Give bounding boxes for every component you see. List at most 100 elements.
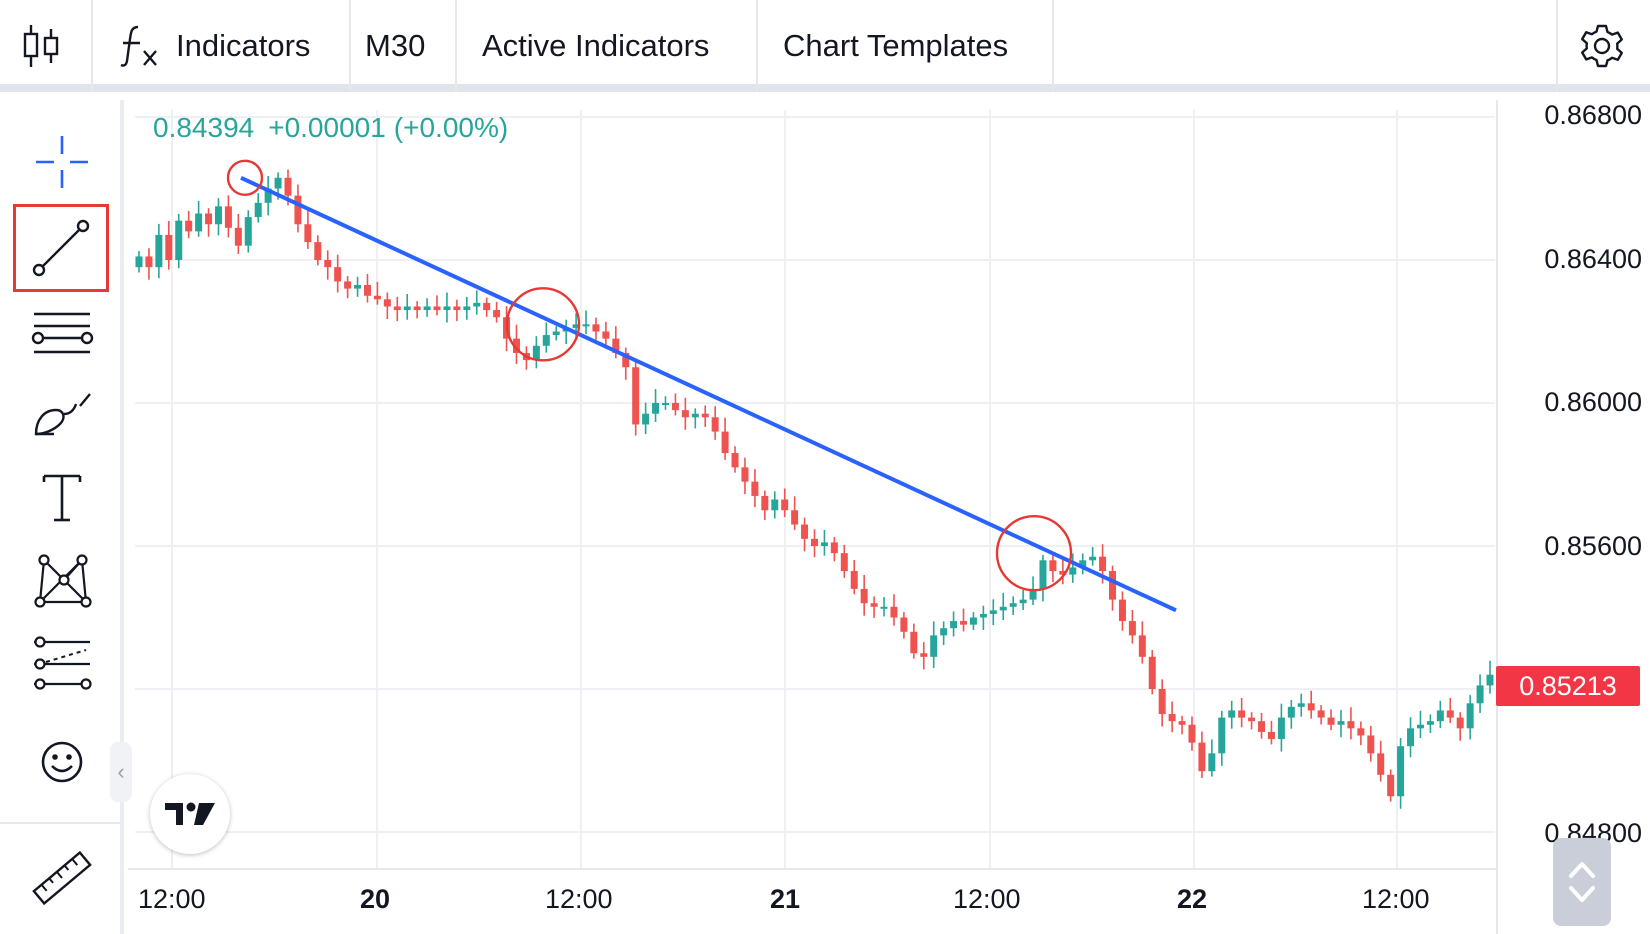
- candle-body: [532, 345, 540, 361]
- candle-body: [1476, 685, 1484, 704]
- lines-icon: [31, 312, 94, 354]
- candle-body: [1347, 721, 1355, 729]
- candle-body: [1416, 724, 1424, 729]
- candle-body: [1228, 710, 1236, 718]
- candle-body: [542, 335, 550, 346]
- candle-body: [483, 302, 491, 311]
- candle-body: [334, 267, 342, 282]
- top-toolbar: Indicators M30 Active Indicators Chart T…: [0, 0, 1650, 92]
- time-axis-label: 12:00: [138, 884, 206, 914]
- candle-body: [671, 403, 679, 411]
- crosshair-tool[interactable]: [14, 122, 110, 202]
- last-price-label: 0.85213: [1496, 666, 1640, 706]
- indicators-button[interactable]: Indicators: [118, 0, 348, 92]
- candle-body: [1238, 710, 1246, 718]
- candle-body: [1029, 588, 1037, 600]
- candle-body: [1367, 735, 1375, 754]
- candle-body: [602, 331, 610, 339]
- candle-body: [175, 220, 183, 260]
- price-legend: 0.84394 +0.00001 (+0.00%): [153, 112, 522, 144]
- candle-body: [1387, 774, 1395, 797]
- candle-body: [1109, 571, 1117, 600]
- text-icon: [42, 474, 82, 522]
- measure-tool[interactable]: [14, 838, 110, 918]
- candle-body: [1436, 710, 1444, 722]
- candle-body: [165, 234, 173, 260]
- candle-body: [910, 631, 918, 654]
- text-tool[interactable]: [14, 458, 110, 538]
- candle-body: [1079, 560, 1087, 568]
- smiley-icon: [41, 741, 83, 783]
- candle-body: [1307, 703, 1315, 711]
- candle-body: [314, 242, 322, 260]
- candle-body: [1049, 560, 1057, 572]
- candle-body: [145, 256, 153, 268]
- candle-body: [582, 324, 590, 327]
- candle-body: [234, 227, 242, 246]
- candle-body: [1287, 706, 1295, 718]
- gear-icon: [1581, 24, 1623, 68]
- legend-change: +0.00001: [268, 112, 386, 143]
- chart-style-button[interactable]: [22, 0, 92, 92]
- candle-body: [691, 413, 699, 418]
- collapse-toolbar-button[interactable]: ‹: [110, 742, 132, 802]
- legend-change-pct: (+0.00%): [393, 112, 509, 143]
- candle-body: [383, 299, 391, 307]
- candle-body: [1188, 724, 1196, 743]
- brush-tool[interactable]: [14, 374, 110, 454]
- candle-body: [721, 431, 729, 454]
- candle-body: [1208, 753, 1216, 772]
- toolbar-divider: [349, 0, 351, 92]
- candle-body: [1009, 603, 1017, 607]
- touch-marker-circle: [226, 159, 264, 196]
- candle-body: [979, 613, 987, 618]
- candle-body: [920, 653, 928, 657]
- chevron-up-icon: [1569, 862, 1595, 878]
- trend-line-tool[interactable]: [13, 204, 109, 292]
- candle-body: [1377, 753, 1385, 775]
- price-axis-label: 0.85600: [1544, 531, 1642, 561]
- toolbar-divider: [455, 0, 457, 92]
- chart-templates-button[interactable]: Chart Templates: [783, 0, 1008, 92]
- candle-body: [1138, 635, 1146, 657]
- tradingview-logo[interactable]: [150, 774, 230, 854]
- active-indicators-button[interactable]: Active Indicators: [482, 0, 709, 92]
- candle-body: [820, 542, 828, 546]
- trend-line-icon: [32, 219, 90, 277]
- candle-body: [205, 213, 213, 225]
- brush-icon: [34, 393, 91, 436]
- candle-body: [373, 295, 381, 300]
- candle-body: [950, 621, 958, 629]
- candle-body: [612, 338, 620, 353]
- tv-logo-icon: [165, 802, 215, 825]
- prediction-tool[interactable]: [14, 622, 110, 702]
- candle-body: [1168, 714, 1176, 722]
- interval-button[interactable]: M30: [365, 0, 425, 92]
- candle-body: [512, 338, 520, 353]
- candle-body: [224, 206, 232, 228]
- scroll-price-button[interactable]: [1553, 838, 1611, 926]
- candle-body: [135, 256, 143, 268]
- time-axis-label: 12:00: [953, 884, 1021, 914]
- candle-body: [969, 617, 977, 625]
- candle-body: [294, 195, 302, 225]
- horizontal-lines-tool[interactable]: [14, 294, 110, 374]
- candle-body: [354, 285, 362, 289]
- candle-body: [701, 413, 709, 418]
- candle-body: [274, 177, 282, 189]
- candle-body: [930, 635, 938, 657]
- candle-body: [1456, 717, 1464, 729]
- candle-body: [473, 302, 481, 307]
- candle-body: [860, 588, 868, 604]
- settings-button[interactable]: [1578, 0, 1628, 92]
- candle-body: [1407, 728, 1415, 747]
- prediction-icon: [34, 636, 92, 690]
- pattern-tool[interactable]: [14, 540, 110, 620]
- candle-body: [811, 538, 818, 546]
- emoji-tool[interactable]: [14, 722, 110, 802]
- candle-body: [1466, 703, 1474, 729]
- candle-body: [1198, 742, 1206, 772]
- candle-body: [214, 206, 222, 225]
- candle-body: [1178, 721, 1186, 725]
- candle-body: [522, 352, 530, 361]
